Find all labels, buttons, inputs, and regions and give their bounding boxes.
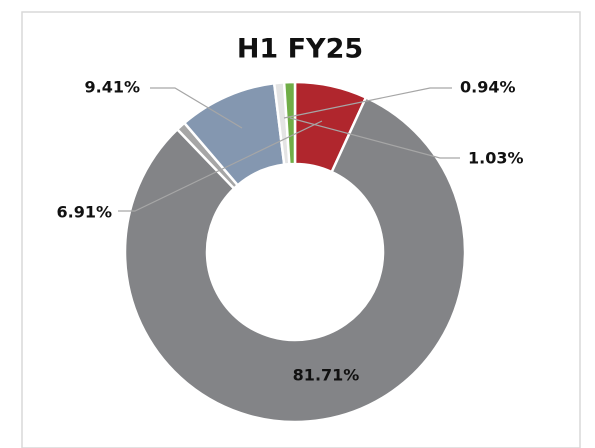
- leader-line: [289, 117, 460, 159]
- data-label: 0.94%: [460, 78, 516, 97]
- data-label: 6.91%: [56, 203, 112, 222]
- data-label: 1.03%: [468, 149, 524, 168]
- leader-line: [118, 120, 323, 212]
- donut-slice: [282, 80, 297, 166]
- donut-slice: [123, 95, 467, 424]
- chart-title: H1 FY25: [237, 34, 363, 65]
- leader-line: [283, 87, 452, 119]
- data-label: 9.41%: [84, 78, 140, 97]
- data-label: 81.71%: [293, 366, 360, 385]
- leader-line: [150, 87, 243, 129]
